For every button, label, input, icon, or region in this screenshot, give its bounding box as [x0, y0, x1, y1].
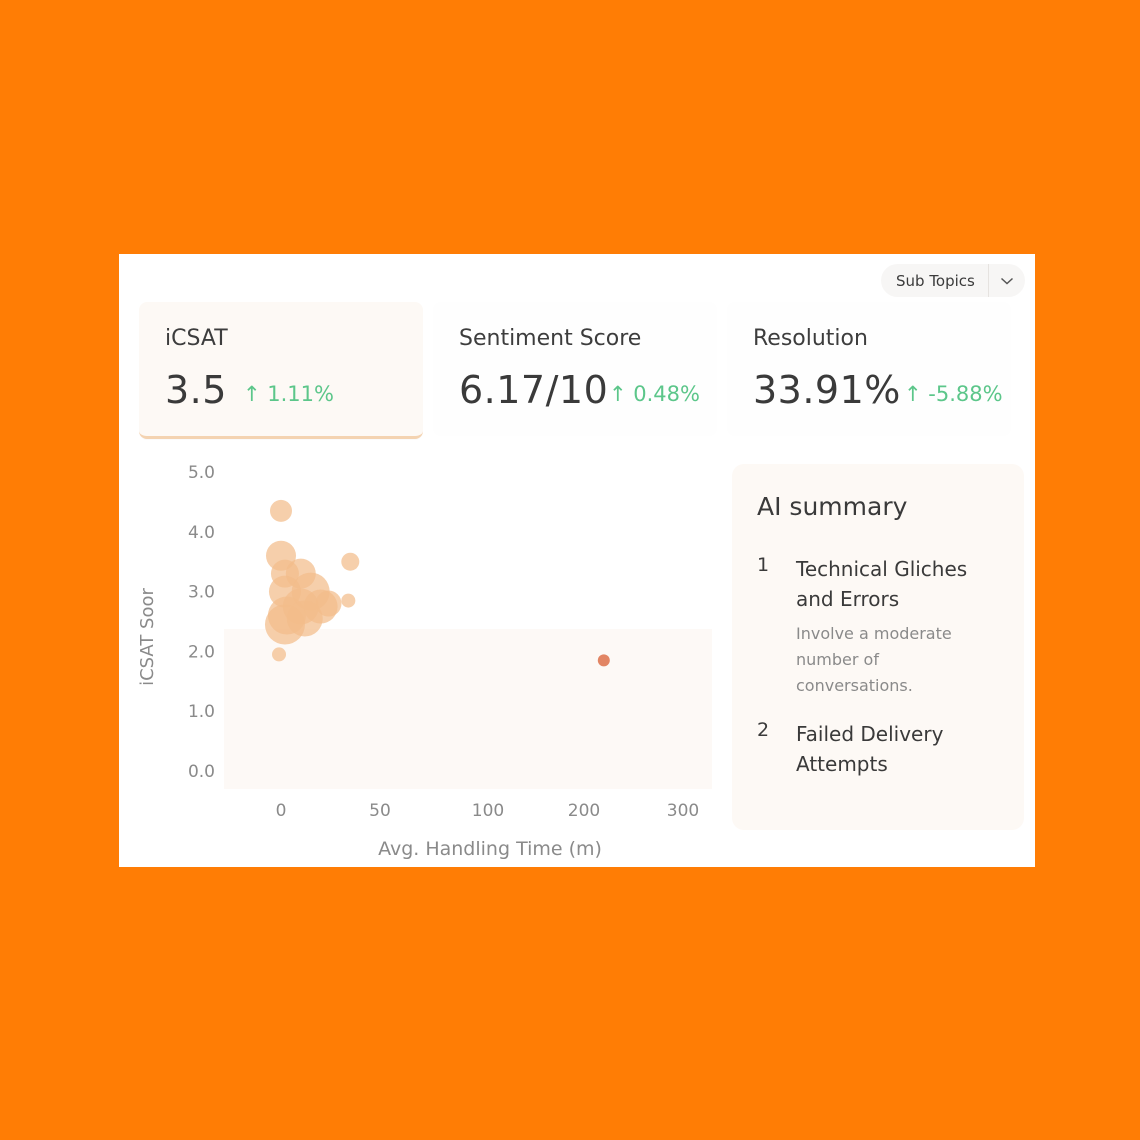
dropdown-divider — [988, 264, 989, 297]
summary-item-number: 1 — [757, 554, 770, 576]
metric-card-icsat[interactable]: iCSAT 3.5 ↑ 1.11% — [139, 302, 423, 439]
y-tick-label: 4.0 — [188, 523, 215, 543]
summary-item-number: 2 — [757, 719, 770, 741]
icsat-scatter-chart: 5.0 4.0 3.0 2.0 1.0 0.0 0 50 100 200 300 iCSAT So… — [137, 463, 712, 860]
scatter-point[interactable] — [264, 604, 305, 645]
y-axis-ticks: 5.0 4.0 3.0 2.0 1.0 0.0 — [188, 463, 215, 782]
summary-item-heading: Technical Gliches and Errors — [796, 557, 968, 611]
summary-item-description: Involve a moderate number of conversatio… — [796, 624, 952, 695]
metric-title: iCSAT — [165, 326, 228, 351]
metric-value: 33.91% — [753, 368, 901, 412]
x-tick-label: 50 — [369, 801, 391, 821]
x-tick-label: 100 — [472, 801, 504, 821]
y-tick-label: 0.0 — [188, 762, 215, 782]
metric-value: 6.17/10 — [459, 368, 609, 412]
chart-band — [224, 629, 712, 789]
y-tick-label: 2.0 — [188, 642, 215, 662]
summary-title: AI summary — [757, 492, 908, 521]
metric-title: Sentiment Score — [459, 326, 642, 351]
sub-topics-dropdown[interactable]: Sub Topics — [881, 264, 1025, 297]
metric-value: 3.5 — [165, 368, 227, 412]
x-tick-label: 200 — [568, 801, 600, 821]
y-axis-label: iCSAT Soor — [137, 588, 158, 686]
y-tick-label: 5.0 — [188, 463, 215, 483]
metric-title: Resolution — [753, 326, 868, 351]
metric-card-sentiment[interactable]: Sentiment Score 6.17/10 ↑ 0.48% — [433, 302, 717, 436]
ai-summary-panel: AI summary 1 Technical Gliches and Error… — [732, 464, 1024, 830]
scatter-point[interactable] — [270, 499, 292, 522]
scatter-point[interactable] — [341, 593, 356, 608]
metric-delta: ↑ 0.48% — [609, 382, 700, 406]
metric-card-resolution[interactable]: Resolution 33.91% ↑ -5.88% — [727, 302, 1011, 436]
summary-item-heading: Failed Delivery Attempts — [796, 722, 944, 776]
x-axis-ticks: 0 50 100 200 300 — [276, 801, 700, 821]
scatter-points — [264, 499, 610, 667]
y-tick-label: 1.0 — [188, 702, 215, 722]
scatter-point[interactable] — [341, 552, 360, 571]
y-tick-label: 3.0 — [188, 583, 215, 603]
x-axis-label: Avg. Handling Time (m) — [378, 838, 602, 860]
dashboard-panel: Sub Topics iCSAT 3.5 ↑ 1.11% Sentiment S… — [119, 254, 1035, 867]
x-tick-label: 0 — [276, 801, 287, 821]
x-tick-label: 300 — [667, 801, 699, 821]
chevron-down-icon[interactable] — [989, 276, 1025, 286]
dropdown-label: Sub Topics — [896, 271, 975, 290]
metric-delta: ↑ 1.11% — [243, 382, 334, 406]
scatter-point-highlight[interactable] — [597, 654, 610, 667]
metric-delta: ↑ -5.88% — [904, 382, 1003, 406]
scatter-point[interactable] — [272, 647, 287, 662]
